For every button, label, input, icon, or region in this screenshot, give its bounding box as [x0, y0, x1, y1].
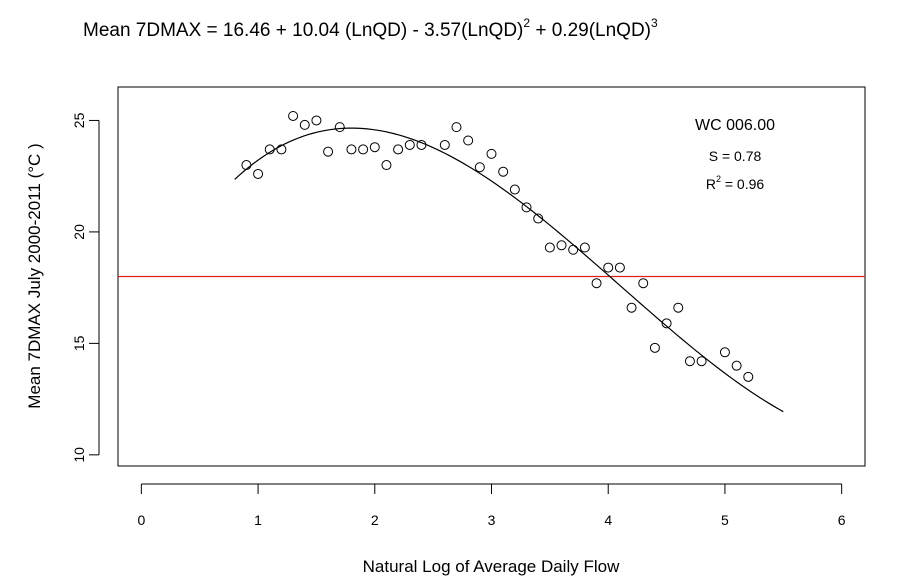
data-point: [264, 144, 275, 155]
x-tick-label: 2: [371, 512, 379, 528]
y-tick-label: 15: [71, 335, 87, 351]
station-label: WC 006.00: [695, 117, 775, 134]
y-tick-label: 25: [71, 112, 87, 128]
x-tick-label: 1: [254, 512, 262, 528]
data-point: [369, 142, 380, 153]
data-point: [649, 342, 660, 353]
title-exponent-2: 2: [523, 16, 530, 30]
x-axis: 0 1 2 3 4 5 6: [137, 483, 846, 528]
data-point: [474, 162, 485, 173]
data-point: [241, 160, 252, 171]
data-point: [288, 110, 299, 121]
y-tick-label: 10: [71, 447, 87, 463]
data-point: [544, 242, 555, 253]
data-point: [299, 119, 310, 130]
data-point: [521, 202, 532, 213]
data-point: [276, 144, 287, 155]
chart-title: Mean 7DMAX = 16.46 + 10.04 (LnQD) - 3.57…: [83, 16, 658, 41]
s-statistic: S = 0.78: [709, 148, 762, 164]
data-point: [626, 302, 637, 313]
data-point: [661, 318, 672, 329]
data-point: [311, 115, 322, 126]
data-point: [463, 135, 474, 146]
y-axis-title: Mean 7DMAX July 2000-2011 (°C ): [25, 143, 44, 408]
x-axis-title: Natural Log of Average Daily Flow: [363, 557, 620, 576]
y-axis: 10 15 20 25: [71, 112, 100, 463]
r2-exponent: 2: [716, 174, 721, 184]
data-point: [696, 356, 707, 367]
data-point: [533, 213, 544, 224]
data-point: [614, 262, 625, 273]
data-point: [451, 122, 462, 133]
title-prefix: Mean 7DMAX = 16.46 + 10.04 (LnQD) - 3.57…: [83, 20, 523, 41]
data-points: [241, 110, 754, 382]
data-point: [603, 262, 614, 273]
data-point: [334, 122, 345, 133]
r2-prefix: R: [706, 176, 716, 192]
data-point: [509, 184, 520, 195]
data-point: [346, 144, 357, 155]
r2-statistic: R2 = 0.96: [706, 174, 765, 192]
x-tick-label: 0: [137, 512, 145, 528]
data-point: [579, 242, 590, 253]
x-tick-label: 6: [838, 512, 846, 528]
title-exponent-3: 3: [651, 16, 658, 30]
data-point: [568, 244, 579, 255]
data-point: [323, 146, 334, 157]
x-tick-label: 4: [604, 512, 612, 528]
data-point: [486, 148, 497, 159]
data-point: [673, 302, 684, 313]
data-point: [404, 139, 415, 150]
fit-curve: [234, 127, 784, 413]
data-point: [439, 139, 450, 150]
data-point: [393, 144, 404, 155]
data-point: [498, 166, 509, 177]
data-point: [556, 240, 567, 251]
data-point: [358, 144, 369, 155]
x-tick-label: 3: [488, 512, 496, 528]
data-point: [719, 347, 730, 358]
data-point: [253, 168, 264, 179]
data-point: [591, 278, 602, 289]
stats-annotation: WC 006.00 S = 0.78 R2 = 0.96: [695, 117, 775, 192]
data-point: [381, 160, 392, 171]
data-point: [638, 278, 649, 289]
x-tick-label: 5: [721, 512, 729, 528]
title-middle: + 0.29(LnQD): [530, 20, 651, 41]
data-point: [743, 371, 754, 382]
r2-suffix: = 0.96: [721, 176, 764, 192]
y-tick-label: 20: [71, 224, 87, 240]
data-point: [684, 356, 695, 367]
data-point: [731, 360, 742, 371]
data-point: [416, 139, 427, 150]
